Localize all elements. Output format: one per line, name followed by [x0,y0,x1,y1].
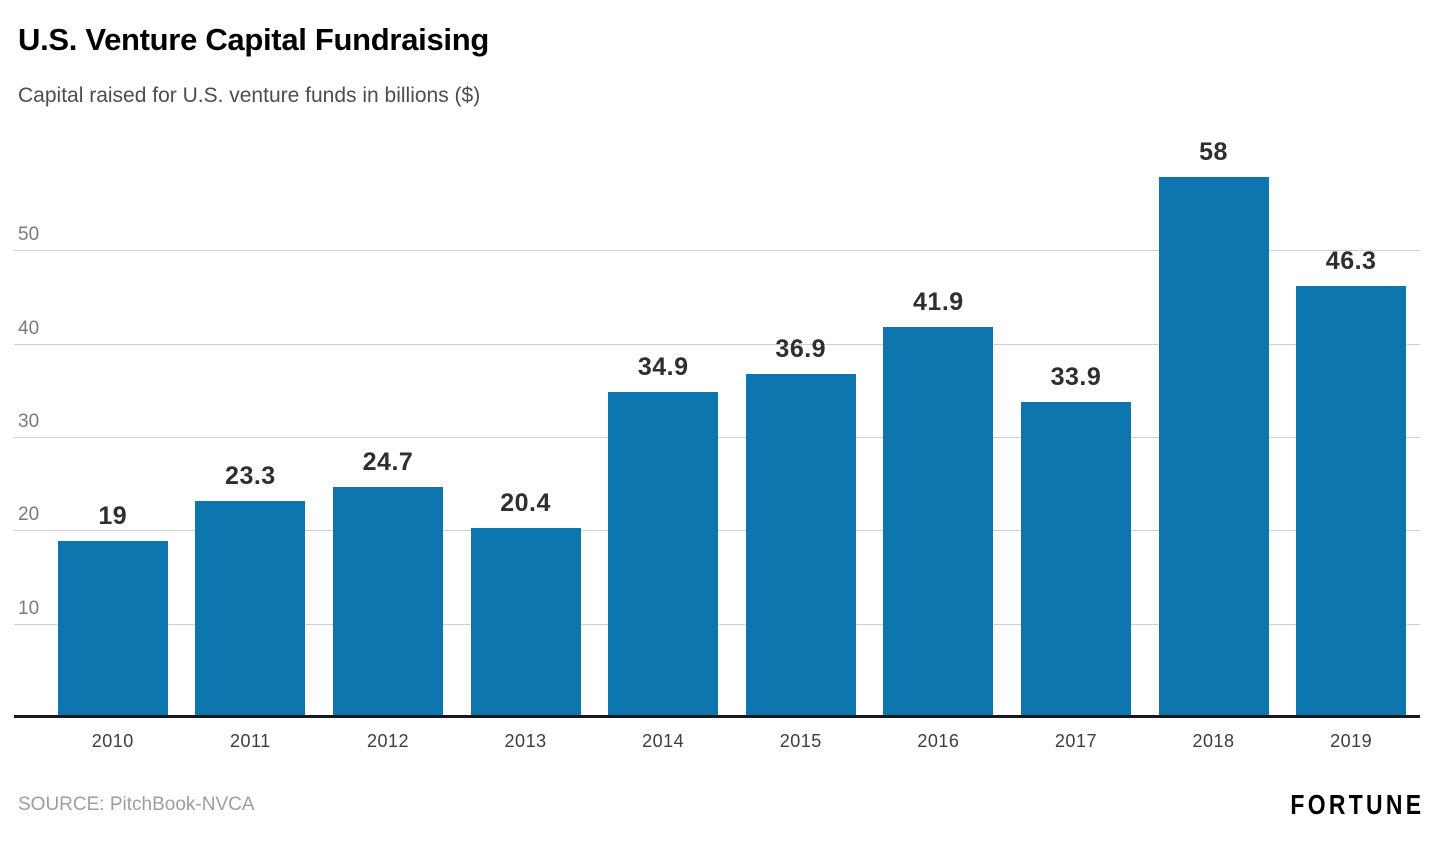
y-axis-tick-label-20: 20 [18,504,40,526]
y-axis-tick-label-10: 10 [18,597,40,619]
x-axis-tick-label-2017: 2017 [1054,731,1097,751]
x-axis-tick-label-2015: 2015 [779,731,822,751]
gridline-40 [14,343,1420,345]
x-axis-tick-label-2013: 2013 [504,731,547,751]
bar-2018 [1158,176,1269,718]
bar-2010 [57,540,168,718]
bar-value-label-2014: 34.9 [637,353,689,382]
x-axis-tick-label-2016: 2016 [917,731,960,751]
x-axis-tick-label-2010: 2010 [91,731,134,751]
chart-subtitle: Capital raised for U.S. venture funds in… [18,84,481,107]
x-axis-tick-label-2014: 2014 [642,731,685,751]
bar-slot-2018: 58 [1145,130,1283,718]
bar-2012 [332,487,444,718]
bar-slot-2019: 46.3 [1282,130,1420,718]
plot-area: 19 23.3 24.7 20.4 34.9 36.9 41.9 33.9 58 46.3 10 2… [14,130,1420,718]
bar-2014 [608,392,719,718]
bar-value-label-2011: 23.3 [225,461,276,490]
source-credit: SOURCE: PitchBook-NVCA [18,794,255,815]
x-axis-tick-label-2019: 2019 [1330,731,1373,751]
bar-value-label-2010: 19 [98,501,128,530]
bar-2017 [1020,401,1131,718]
bar-value-label-2017: 33.9 [1050,362,1102,391]
x-axis-labels: 2010 2011 2012 2013 2014 2015 2016 2017 2018 2019 [14,731,1420,752]
y-axis-tick-label-40: 40 [18,317,40,339]
bar-value-label-2016: 41.9 [913,287,964,316]
x-axis-tick-label-2012: 2012 [366,731,409,751]
bar-2015 [745,373,856,718]
bar-value-label-2012: 24.7 [362,448,414,477]
x-axis-line [14,715,1420,718]
bar-slot-2017: 33.9 [1007,130,1145,718]
bar-slot-2015: 36.9 [732,130,870,718]
bar-2013 [470,527,581,718]
bar-slot-2014: 34.9 [594,130,732,718]
y-axis-tick-label-30: 30 [18,411,40,432]
y-axis-tick-label-50: 50 [18,224,40,246]
chart-title: U.S. Venture Capital Fundraising [18,22,489,57]
bar-slot-2012: 24.7 [319,130,457,718]
bar-slot-2011: 23.3 [182,130,320,718]
bar-2011 [195,500,306,718]
gridline-50 [14,250,1420,252]
bar-2019 [1296,285,1407,718]
bar-slot-2013: 20.4 [457,130,595,718]
bar-slot-2010: 19 [44,130,182,718]
bar-value-label-2019: 46.3 [1325,246,1377,275]
bar-value-label-2013: 20.4 [500,488,551,517]
bar-value-label-2015: 36.9 [775,334,827,363]
bar-2016 [883,326,994,718]
x-axis-tick-label-2018: 2018 [1192,731,1235,751]
fortune-logo: FORTUNE [1290,789,1424,820]
bars-row: 19 23.3 24.7 20.4 34.9 36.9 41.9 33.9 58 46.3 [14,130,1420,718]
bar-value-label-2018: 58 [1199,137,1228,166]
bar-slot-2016: 41.9 [870,130,1008,718]
x-axis-tick-label-2011: 2011 [230,731,271,751]
